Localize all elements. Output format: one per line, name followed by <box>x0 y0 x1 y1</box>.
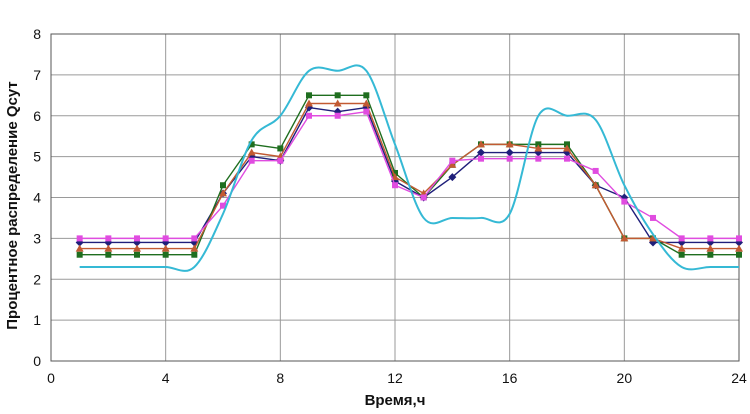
data-point <box>707 235 714 242</box>
data-point <box>306 112 312 119</box>
x-tick-label: 8 <box>276 370 284 386</box>
data-point <box>248 157 255 164</box>
y-tick-label: 4 <box>33 190 41 206</box>
data-point <box>105 235 112 242</box>
data-point <box>334 92 341 99</box>
series-5 <box>79 64 739 272</box>
data-point <box>191 235 198 242</box>
data-point <box>190 244 199 252</box>
series-4 <box>76 108 742 242</box>
y-tick-label: 0 <box>33 353 41 369</box>
data-point <box>534 144 543 152</box>
data-point <box>677 244 686 252</box>
data-point <box>678 251 685 258</box>
data-point <box>420 194 427 201</box>
data-point <box>76 251 83 258</box>
data-point <box>506 155 513 162</box>
data-point <box>334 112 341 119</box>
series-line <box>79 102 739 250</box>
x-tick-label: 24 <box>731 370 747 386</box>
series-3 <box>75 99 743 252</box>
data-point <box>621 198 628 205</box>
data-point <box>134 235 140 242</box>
data-point <box>392 169 398 176</box>
data-point <box>248 141 255 148</box>
series-layer <box>75 64 743 272</box>
data-point <box>333 99 342 107</box>
data-point <box>707 251 714 258</box>
data-point <box>105 251 112 258</box>
data-point <box>305 99 313 107</box>
data-point <box>649 234 657 242</box>
data-point <box>735 244 743 252</box>
data-point <box>620 234 629 242</box>
data-point <box>564 155 570 162</box>
data-point <box>478 155 484 162</box>
data-point <box>220 202 226 209</box>
y-tick-label: 5 <box>33 149 41 165</box>
data-point <box>133 244 141 252</box>
y-tick-label: 1 <box>33 312 41 328</box>
series-line <box>79 64 739 272</box>
data-point <box>363 92 370 99</box>
data-point <box>448 173 457 182</box>
data-point <box>219 189 227 197</box>
series-line <box>79 94 739 256</box>
series-line <box>79 106 739 244</box>
data-point <box>191 251 198 258</box>
series-1 <box>75 103 743 247</box>
data-point <box>161 244 170 252</box>
y-tick-label: 7 <box>33 67 41 83</box>
data-point <box>162 235 169 242</box>
data-point <box>650 214 656 221</box>
data-point <box>736 251 742 258</box>
data-point <box>306 92 312 99</box>
data-point <box>505 140 514 148</box>
data-point <box>277 157 284 164</box>
data-point <box>247 148 256 156</box>
data-point <box>477 140 485 148</box>
x-tick-label: 4 <box>162 370 170 386</box>
series-line <box>79 110 739 240</box>
y-axis-title: Процентное распределение Qсут <box>4 81 21 329</box>
data-point <box>76 235 83 242</box>
data-point <box>75 244 84 252</box>
x-tick-label: 20 <box>617 370 633 386</box>
data-point <box>592 167 599 174</box>
data-point <box>564 141 570 148</box>
data-point <box>134 251 140 258</box>
grid <box>50 33 740 362</box>
data-point <box>736 235 742 242</box>
data-point <box>392 182 398 189</box>
data-point <box>678 235 685 242</box>
x-tick-label: 12 <box>387 370 403 386</box>
data-point <box>362 99 371 107</box>
data-point <box>104 244 113 252</box>
y-tick-label: 6 <box>33 108 41 124</box>
y-tick-label: 3 <box>33 230 41 246</box>
data-point <box>505 148 514 157</box>
x-axis-title: Время,ч <box>365 392 426 409</box>
data-point <box>706 244 715 252</box>
data-point <box>220 182 226 189</box>
data-point <box>591 181 600 189</box>
data-point <box>563 144 571 152</box>
data-point <box>162 251 169 258</box>
plot-frame <box>50 33 740 362</box>
x-tick-label: 16 <box>502 370 518 386</box>
series-2 <box>76 92 742 258</box>
data-point <box>535 155 542 162</box>
y-tick-label: 8 <box>33 26 41 42</box>
data-point <box>477 148 485 157</box>
data-point <box>363 108 370 115</box>
data-point <box>277 145 284 152</box>
data-point <box>535 141 542 148</box>
y-tick-label: 2 <box>33 271 41 287</box>
x-tick-label: 0 <box>47 370 55 386</box>
data-point <box>449 157 456 164</box>
data-point <box>448 160 457 168</box>
